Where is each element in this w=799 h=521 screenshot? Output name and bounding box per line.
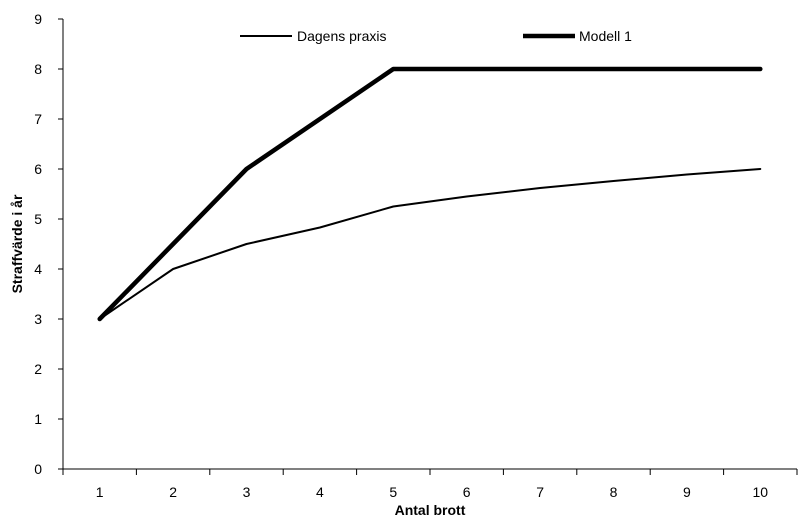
x-tick-label: 8 [610,484,618,500]
x-tick-label: 2 [169,484,177,500]
x-tick-label: 1 [96,484,104,500]
x-tick-label: 6 [463,484,471,500]
x-tick-label: 4 [316,484,324,500]
y-tick-label: 1 [34,411,42,427]
x-tick-label: 3 [243,484,251,500]
x-axis-title: Antal brott [395,502,466,518]
x-tick-label: 10 [753,484,769,500]
y-tick-label: 5 [34,211,42,227]
y-tick-label: 0 [34,461,42,477]
x-axis-ticks: 1 2 3 4 5 6 7 8 9 10 [62,469,798,500]
legend-label-dagens-praxis: Dagens praxis [297,28,387,44]
x-tick-label: 7 [536,484,544,500]
x-tick-label: 5 [389,484,397,500]
y-tick-label: 7 [34,111,42,127]
series-lines [97,66,763,322]
series-line-modell-1 [97,66,763,322]
y-tick-label: 2 [34,361,42,377]
y-tick-label: 9 [34,11,42,27]
y-tick-label: 6 [34,161,42,177]
y-tick-label: 3 [34,311,42,327]
legend-label-modell-1: Modell 1 [579,28,632,44]
y-axis-ticks: 0 1 2 3 4 5 6 7 8 9 [34,11,63,477]
x-tick-label: 9 [683,484,691,500]
y-tick-label: 8 [34,61,42,77]
y-axis-title: Straffvärde i år [9,194,25,293]
series-line-dagens-praxis [98,168,762,320]
legend: Dagens praxis Modell 1 [240,28,632,44]
y-tick-label: 4 [34,261,42,277]
